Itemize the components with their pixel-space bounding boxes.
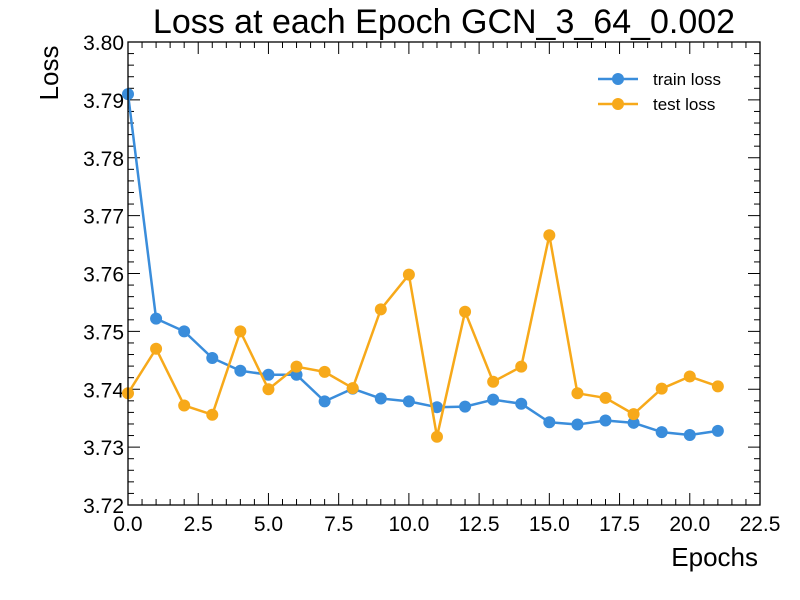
test-loss-point — [178, 399, 191, 412]
train-loss-point — [459, 400, 472, 413]
y-tick-label: 3.76 — [83, 264, 124, 287]
chart-title: Loss at each Epoch GCN_3_64_0.002 — [153, 3, 735, 41]
test-loss-point — [655, 382, 668, 395]
test-loss-point — [234, 325, 247, 338]
y-tick-label: 3.75 — [83, 321, 124, 344]
x-tick-label: 17.5 — [599, 513, 640, 536]
series-layer — [122, 88, 724, 443]
train-loss-point — [683, 428, 696, 441]
train-loss-point — [627, 416, 640, 429]
train-loss-line — [126, 93, 719, 437]
y-tick-label: 3.78 — [83, 148, 124, 171]
train-loss-point — [487, 393, 500, 406]
test-loss-point — [627, 408, 640, 421]
train-loss-point — [571, 418, 584, 431]
x-tick-label: 12.5 — [459, 513, 500, 536]
test-loss-point — [571, 387, 584, 400]
x-tick-label: 7.5 — [324, 513, 353, 536]
y-tick-label: 3.72 — [83, 495, 124, 518]
x-tick-label: 5.0 — [254, 513, 283, 536]
x-tick-label: 0.0 — [113, 513, 142, 536]
train-loss-point — [430, 401, 443, 414]
legend-label: test loss — [653, 95, 715, 114]
legend-item-test-loss: test loss — [598, 95, 715, 114]
train-loss-point — [402, 395, 415, 408]
test-loss-line — [126, 234, 719, 438]
y-axis-label: Loss — [34, 46, 64, 101]
train-loss-point — [599, 414, 612, 427]
y-tick-label: 3.74 — [83, 379, 124, 402]
legend-swatch-marker — [612, 98, 624, 110]
test-loss-point — [206, 408, 219, 421]
test-loss-point — [515, 360, 528, 373]
test-loss-point — [150, 342, 163, 355]
x-axis-label: Epochs — [671, 542, 758, 572]
y-tick-label: 3.73 — [83, 437, 124, 460]
legend-item-train-loss: train loss — [598, 70, 721, 89]
plot-frame — [127, 41, 761, 506]
train-loss-point — [206, 351, 219, 364]
train-loss-point — [178, 325, 191, 338]
test-loss-point — [683, 370, 696, 383]
x-tick-label: 20.0 — [669, 513, 710, 536]
test-loss-point — [599, 391, 612, 404]
axis-ticks: 0.0 2.5 5.0 7.5 10.0 12.5 15.0 17.5 20.0 22.5 3.72… — [83, 32, 780, 536]
y-tick-label: 3.79 — [83, 90, 124, 113]
test-loss-point — [290, 360, 303, 373]
train-loss-point — [150, 312, 163, 325]
x-tick-label: 10.0 — [388, 513, 429, 536]
y-tick-label: 3.80 — [83, 32, 124, 55]
test-loss-point — [374, 303, 387, 316]
test-loss-point — [346, 382, 359, 395]
train-loss-point — [318, 395, 331, 408]
legend-swatch-marker — [612, 73, 624, 85]
test-loss-point — [262, 383, 275, 396]
test-loss-point — [711, 380, 724, 393]
train-loss-point — [711, 424, 724, 437]
train-loss-point — [655, 426, 668, 439]
train-loss-point — [234, 364, 247, 377]
x-tick-label: 2.5 — [184, 513, 213, 536]
test-loss-point — [459, 305, 472, 318]
train-loss-point — [543, 416, 556, 429]
train-loss-point — [262, 368, 275, 381]
train-loss-point — [515, 397, 528, 410]
test-loss-point — [430, 430, 443, 443]
train-loss-point — [374, 392, 387, 405]
x-tick-label: 22.5 — [740, 513, 781, 536]
y-tick-label: 3.77 — [83, 206, 124, 229]
x-tick-label: 15.0 — [529, 513, 570, 536]
test-loss-point — [543, 229, 556, 242]
test-loss-point — [487, 375, 500, 388]
test-loss-point — [402, 268, 415, 281]
legend-label: train loss — [653, 70, 721, 89]
test-loss-point — [318, 365, 331, 378]
legend: train loss test loss — [598, 70, 721, 114]
